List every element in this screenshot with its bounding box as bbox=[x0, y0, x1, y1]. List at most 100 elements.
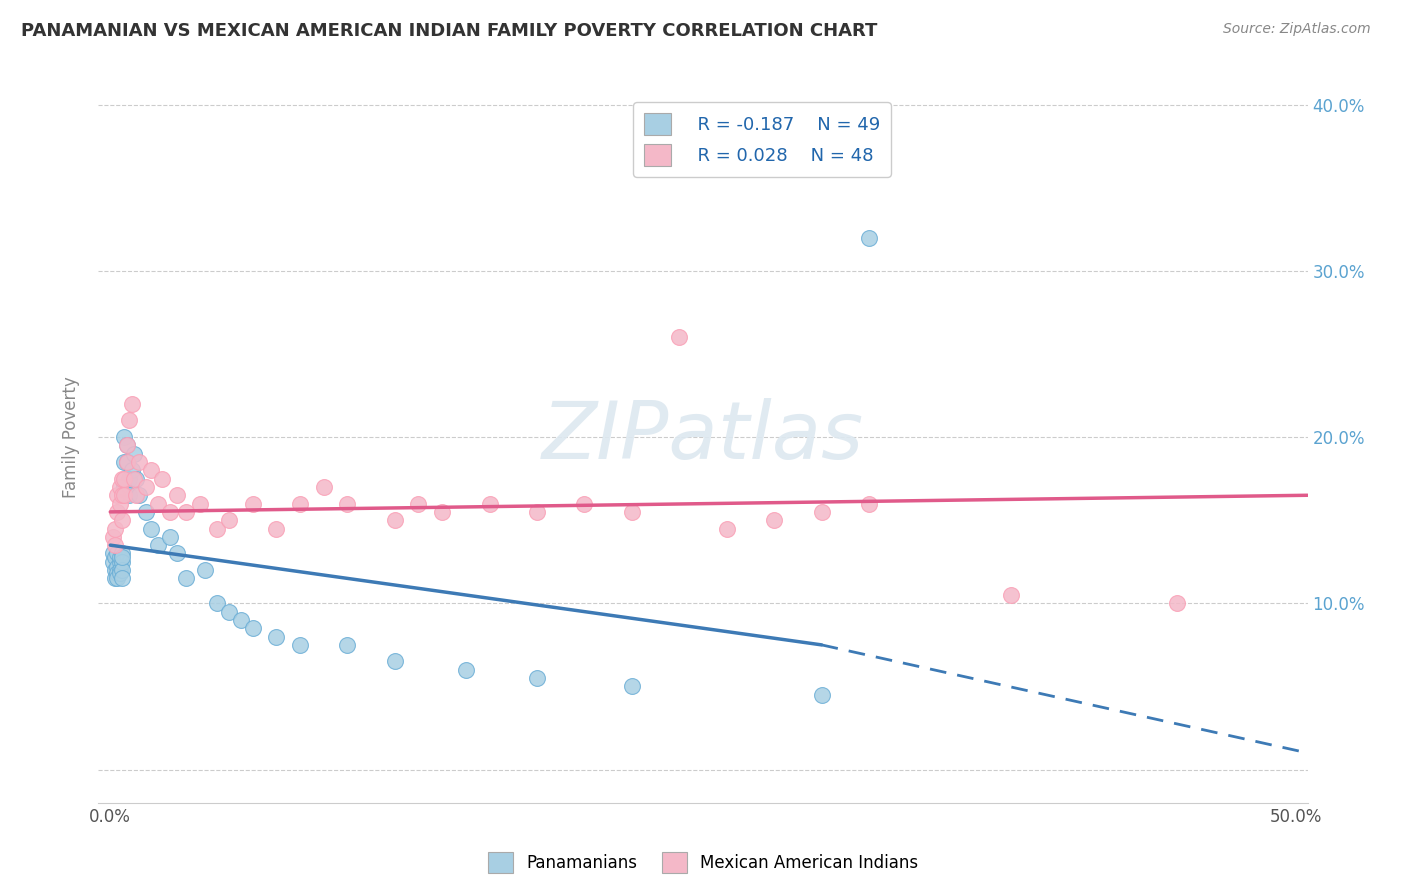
Point bbox=[114, 480, 136, 494]
Point bbox=[526, 671, 548, 685]
Point bbox=[114, 488, 136, 502]
Text: ZIPatlas: ZIPatlas bbox=[541, 398, 865, 476]
Point bbox=[858, 497, 880, 511]
Legend:   R = -0.187    N = 49,   R = 0.028    N = 48: R = -0.187 N = 49, R = 0.028 N = 48 bbox=[634, 103, 891, 178]
Legend: Panamanians, Mexican American Indians: Panamanians, Mexican American Indians bbox=[481, 846, 925, 880]
Point bbox=[159, 530, 181, 544]
Point bbox=[115, 438, 138, 452]
Point bbox=[125, 488, 148, 502]
Point bbox=[108, 480, 131, 494]
Point bbox=[111, 563, 134, 577]
Point bbox=[121, 397, 143, 411]
Point bbox=[454, 663, 477, 677]
Point bbox=[105, 546, 128, 560]
Point bbox=[336, 638, 359, 652]
Point bbox=[152, 472, 174, 486]
Point bbox=[620, 680, 643, 694]
Point bbox=[384, 513, 406, 527]
Point bbox=[108, 497, 131, 511]
Point bbox=[104, 549, 127, 564]
Point bbox=[205, 596, 228, 610]
Point bbox=[105, 505, 128, 519]
Point bbox=[810, 505, 832, 519]
Point bbox=[122, 447, 145, 461]
Point bbox=[1166, 596, 1188, 610]
Point bbox=[432, 505, 454, 519]
Text: Source: ZipAtlas.com: Source: ZipAtlas.com bbox=[1223, 22, 1371, 37]
Point bbox=[763, 513, 786, 527]
Point bbox=[146, 538, 169, 552]
Point bbox=[218, 605, 240, 619]
Point bbox=[101, 555, 124, 569]
Point bbox=[312, 480, 335, 494]
Point bbox=[194, 563, 217, 577]
Point bbox=[146, 497, 169, 511]
Point bbox=[111, 488, 134, 502]
Point bbox=[190, 497, 212, 511]
Point bbox=[105, 488, 128, 502]
Point bbox=[174, 571, 197, 585]
Point bbox=[159, 505, 181, 519]
Point bbox=[118, 488, 141, 502]
Point bbox=[114, 430, 136, 444]
Point bbox=[408, 497, 430, 511]
Point bbox=[166, 546, 188, 560]
Point bbox=[574, 497, 596, 511]
Point bbox=[118, 472, 141, 486]
Point bbox=[1000, 588, 1022, 602]
Y-axis label: Family Poverty: Family Poverty bbox=[62, 376, 80, 498]
Point bbox=[111, 549, 134, 564]
Point bbox=[122, 472, 145, 486]
Point bbox=[139, 521, 162, 535]
Point bbox=[128, 455, 150, 469]
Point bbox=[135, 505, 157, 519]
Point bbox=[104, 538, 127, 552]
Point bbox=[125, 472, 148, 486]
Point bbox=[104, 563, 127, 577]
Point bbox=[114, 455, 136, 469]
Point bbox=[135, 480, 157, 494]
Point bbox=[205, 521, 228, 535]
Point bbox=[264, 521, 287, 535]
Point bbox=[128, 488, 150, 502]
Point bbox=[242, 497, 264, 511]
Point bbox=[111, 472, 134, 486]
Point bbox=[108, 549, 131, 564]
Point bbox=[111, 546, 134, 560]
Point bbox=[111, 571, 134, 585]
Point bbox=[242, 621, 264, 635]
Point bbox=[111, 555, 134, 569]
Point bbox=[264, 630, 287, 644]
Point bbox=[716, 521, 738, 535]
Point bbox=[336, 497, 359, 511]
Point bbox=[105, 559, 128, 574]
Point bbox=[668, 330, 690, 344]
Text: PANAMANIAN VS MEXICAN AMERICAN INDIAN FAMILY POVERTY CORRELATION CHART: PANAMANIAN VS MEXICAN AMERICAN INDIAN FA… bbox=[21, 22, 877, 40]
Point bbox=[384, 655, 406, 669]
Point bbox=[111, 513, 134, 527]
Point bbox=[229, 613, 252, 627]
Point bbox=[115, 438, 138, 452]
Point bbox=[118, 413, 141, 427]
Point bbox=[478, 497, 501, 511]
Point bbox=[858, 230, 880, 244]
Point bbox=[139, 463, 162, 477]
Point bbox=[115, 455, 138, 469]
Point bbox=[810, 688, 832, 702]
Point bbox=[104, 571, 127, 585]
Point bbox=[104, 521, 127, 535]
Point bbox=[105, 566, 128, 581]
Point bbox=[108, 563, 131, 577]
Point bbox=[115, 455, 138, 469]
Point bbox=[166, 488, 188, 502]
Point bbox=[114, 472, 136, 486]
Point bbox=[620, 505, 643, 519]
Point bbox=[288, 638, 311, 652]
Point bbox=[218, 513, 240, 527]
Point bbox=[174, 505, 197, 519]
Point bbox=[121, 463, 143, 477]
Point bbox=[105, 571, 128, 585]
Point bbox=[288, 497, 311, 511]
Point bbox=[108, 566, 131, 581]
Point bbox=[526, 505, 548, 519]
